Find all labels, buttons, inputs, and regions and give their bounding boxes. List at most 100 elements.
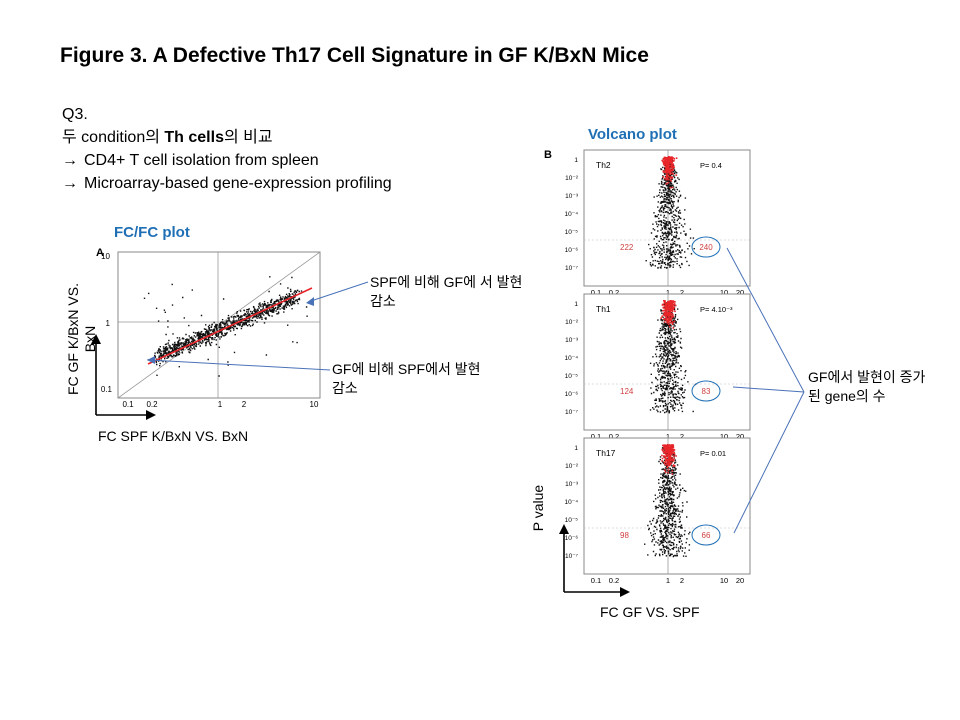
- fcfc-panel-letter: A: [96, 247, 104, 259]
- fcfc-xtick-1: 1: [218, 400, 223, 409]
- volcano-xtick: 2: [680, 432, 684, 441]
- volcano-signature-points: [661, 444, 677, 475]
- volcano-panel-letter: B: [544, 149, 552, 161]
- volcano-ytick: 10⁻²: [565, 319, 579, 326]
- volcano-xtick: 20: [736, 288, 744, 297]
- volcano-panel-th17: 1 10⁻² 10⁻³ 10⁻⁴ 10⁻⁵ 10⁻⁶ 10⁻⁷ 0.1 0.2 1 2 10 20 Th1…: [565, 437, 751, 585]
- volcano-ytick: 10⁻⁴: [565, 499, 579, 506]
- volcano-plots: B 1 10⁻² 10⁻³ 10⁻⁴ 10⁻⁵ 10⁻⁶ 10⁻⁷ 0.1 0.2 1 2 10 20 T…: [544, 149, 751, 585]
- volcano-ytick: 10⁻⁷: [565, 265, 579, 272]
- volcano-left-count: 124: [620, 387, 634, 396]
- volcano-ytick: 10⁻⁴: [565, 211, 579, 218]
- question-line1: 두 condition의 Th cells의 비교: [62, 126, 392, 149]
- fcfc-annotation-lower: GF에 비해 SPF에서 발현 감소: [332, 361, 481, 396]
- volcano-xtick: 10: [720, 432, 728, 441]
- volcano-xtick: 20: [736, 432, 744, 441]
- arrow-right-icon: [146, 410, 156, 420]
- volcano-xtick: 0.1: [591, 288, 601, 297]
- volcano-ytick: 10⁻⁶: [565, 391, 579, 398]
- figure-title: Figure 3. A Defective Th17 Cell Signatur…: [60, 44, 649, 67]
- fcfc-annotation-upper: SPF에 비해 GF에 서 발현 감소: [370, 274, 523, 309]
- fcfc-ytick-1: 1: [106, 319, 111, 328]
- volcano-xtick: 0.2: [609, 432, 619, 441]
- question-step1-text: CD4+ T cell isolation from spleen: [84, 152, 319, 169]
- volcano-xtick: 2: [680, 288, 684, 297]
- question-line1-prefix: 두 condition의: [62, 129, 165, 146]
- fcfc-x-axis-label: FC SPF K/BxN VS. BxN: [98, 428, 249, 444]
- fcfc-xtick-2: 2: [242, 400, 247, 409]
- volcano-panels: 1 10⁻² 10⁻³ 10⁻⁴ 10⁻⁵ 10⁻⁶ 10⁻⁷ 0.1 0.2 1 2 10 20 Th2…: [565, 149, 751, 585]
- fcfc-xtick-0.2: 0.2: [146, 400, 158, 409]
- arrow-up-icon: [91, 334, 101, 344]
- arrow-right-icon: [620, 587, 630, 597]
- fcfc-xtick-10: 10: [310, 400, 319, 409]
- volcano-right-count: 66: [702, 531, 711, 540]
- fcfc-xtick-0.1: 0.1: [122, 400, 134, 409]
- volcano-p-value: P= 0.4: [700, 161, 722, 170]
- volcano-ytick: 10⁻⁴: [565, 355, 579, 362]
- fcfc-callout-lower: [149, 359, 331, 371]
- question-line1-suffix: 의 비교: [223, 129, 273, 146]
- volcano-xtick: 0.2: [609, 288, 619, 297]
- volcano-count-circle: [691, 380, 721, 402]
- volcano-left-count: 98: [620, 531, 629, 540]
- fcfc-ytick-0.1: 0.1: [101, 385, 113, 394]
- volcano-signature-points: [660, 300, 677, 329]
- volcano-callout-th2: [726, 247, 805, 393]
- volcano-xtick: 1: [666, 432, 670, 441]
- volcano-xtick: 0.1: [591, 432, 601, 441]
- fcfc-callout-upper: [307, 281, 369, 303]
- volcano-ytick: 1: [574, 445, 578, 452]
- question-line1-bold: Th cells: [164, 129, 224, 146]
- volcano-count-circle: [691, 236, 721, 258]
- volcano-ytick: 10⁻⁶: [565, 535, 579, 542]
- volcano-panel-name: Th2: [596, 160, 611, 170]
- volcano-ytick: 10⁻⁵: [565, 517, 579, 524]
- volcano-right-count: 83: [702, 387, 711, 396]
- volcano-xtick: 0.1: [591, 576, 601, 585]
- volcano-callout-th17: [733, 391, 805, 534]
- volcano-points: [645, 158, 695, 269]
- volcano-ytick: 10⁻³: [565, 337, 579, 344]
- right-arrow-icon: →: [62, 175, 78, 192]
- volcano-ytick: 10⁻⁵: [565, 229, 579, 236]
- volcano-ytick: 10⁻⁷: [565, 409, 579, 416]
- right-arrow-icon: →: [62, 152, 78, 169]
- volcano-panel-name: Th1: [596, 304, 611, 314]
- question-label: Q3.: [62, 106, 88, 123]
- volcano-xtick: 1: [666, 576, 670, 585]
- question-step2-text: Microarray-based gene-expression profili…: [84, 175, 392, 192]
- volcano-left-count: 222: [620, 243, 634, 252]
- volcano-p-value: P= 4.10⁻³: [700, 305, 733, 314]
- volcano-p-value: P= 0.01: [700, 449, 726, 458]
- fcfc-heading: FC/FC plot: [114, 224, 190, 241]
- volcano-ytick: 1: [574, 301, 578, 308]
- volcano-ytick: 10⁻²: [565, 463, 579, 470]
- volcano-ytick: 10⁻³: [565, 193, 579, 200]
- question-step2: → Microarray-based gene-expression profil…: [62, 172, 392, 195]
- question-step1: → CD4+ T cell isolation from spleen: [62, 149, 392, 172]
- volcano-panel-th1: 1 10⁻² 10⁻³ 10⁻⁴ 10⁻⁵ 10⁻⁶ 10⁻⁷ 0.1 0.2 1 2 10 20 Th1…: [565, 293, 751, 441]
- volcano-panel-th2: 1 10⁻² 10⁻³ 10⁻⁴ 10⁻⁵ 10⁻⁶ 10⁻⁷ 0.1 0.2 1 2 10 20 Th2…: [565, 149, 751, 297]
- volcano-ytick: 10⁻⁶: [565, 247, 579, 254]
- volcano-right-count: 240: [699, 243, 713, 252]
- volcano-x-axis-label: FC GF VS. SPF: [600, 604, 700, 620]
- fcfc-regression-line: [147, 287, 313, 365]
- volcano-annotation: GF에서 발현이 증가된 gene의 수: [808, 369, 926, 404]
- arrow-left-icon: [147, 356, 155, 364]
- volcano-ytick: 10⁻⁵: [565, 373, 579, 380]
- volcano-ytick: 1: [574, 157, 578, 164]
- volcano-heading: Volcano plot: [588, 126, 677, 143]
- arrow-up-icon: [559, 524, 569, 534]
- volcano-ytick: 10⁻²: [565, 175, 579, 182]
- volcano-points: [649, 302, 697, 414]
- fcfc-plot: A 10 1 0.1 0.1 0.2 1 2 10: [96, 247, 321, 409]
- volcano-ytick: 10⁻³: [565, 481, 579, 488]
- volcano-signature-points: [661, 156, 678, 189]
- volcano-xtick: 2: [680, 576, 684, 585]
- volcano-xtick: 0.2: [609, 576, 619, 585]
- arrow-left-icon: [306, 297, 314, 306]
- volcano-xtick: 20: [736, 576, 744, 585]
